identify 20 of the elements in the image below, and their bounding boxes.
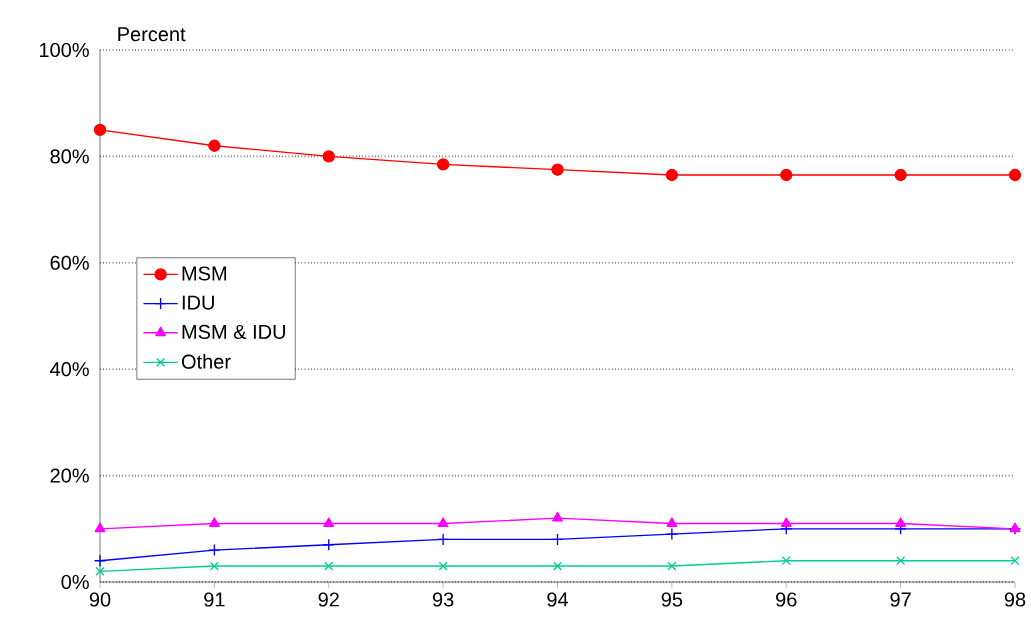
x-tick-label: 96 xyxy=(776,592,797,607)
x-tick-label: 97 xyxy=(890,592,911,607)
y-tick-label: 60% xyxy=(50,255,89,270)
x-tick-label: 95 xyxy=(661,592,683,607)
legend-label: IDU xyxy=(182,295,214,310)
x-tick-label: 94 xyxy=(547,592,569,607)
legend-label: MSM & IDU xyxy=(182,324,286,339)
legend-label: MSM xyxy=(182,266,227,281)
x-tick-label: 91 xyxy=(204,592,225,607)
x-tick-label: 90 xyxy=(89,592,111,607)
y-tick-label: 80% xyxy=(50,149,89,164)
legend-label: Other xyxy=(181,354,231,369)
y-tick-label: 20% xyxy=(50,468,89,483)
y-tick-label: 0% xyxy=(61,574,89,590)
x-tick-label: 98 xyxy=(1004,592,1026,607)
y-tick-label: 100% xyxy=(39,42,89,58)
x-tick-label: 93 xyxy=(432,592,454,607)
y-axis-title: Percent xyxy=(118,27,186,42)
x-tick-label: 92 xyxy=(318,592,339,607)
y-tick-label: 40% xyxy=(50,362,89,377)
